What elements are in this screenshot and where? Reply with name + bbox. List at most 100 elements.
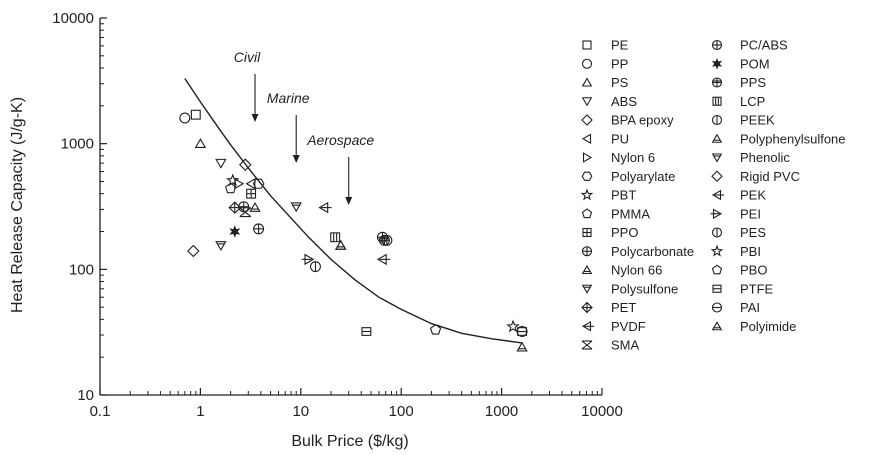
legend-label-pes: PES [740, 225, 766, 240]
legend-label-pom: POM [740, 56, 770, 71]
legend-label-pbt: PBT [611, 188, 636, 203]
legend-label-rigid-pvc: Rigid PVC [740, 169, 800, 184]
trend-curve [184, 78, 523, 344]
legend-marker-polysulfone [581, 284, 593, 294]
point-pei [301, 253, 315, 266]
legend-marker-pvdf [581, 320, 594, 332]
x-tick-label: 1000 [485, 403, 518, 420]
y-tick-label: 100 [69, 261, 94, 278]
legend-marker-lcp [712, 96, 722, 106]
point-pp [179, 112, 191, 124]
point-polycarbonate [253, 223, 265, 235]
legend-marker-pps [711, 77, 723, 88]
legend-label-polyimide: Polyimide [740, 319, 796, 334]
legend-label-abs: ABS [611, 94, 637, 109]
point-pet [228, 201, 242, 214]
legend-label-pmma: PMMA [611, 206, 650, 221]
annotation-aerospace: Aerospace [306, 132, 374, 148]
legend-label-polycarbonate: Polycarbonate [611, 244, 694, 259]
x-tick-label: 10 [292, 403, 309, 420]
legend-marker-polycarbonate [581, 246, 593, 257]
point-lcp [330, 232, 341, 243]
legend-label-pei: PEI [740, 206, 761, 221]
legend-marker-bpa-epoxy [581, 114, 593, 126]
legend-label-pbi: PBI [740, 244, 761, 259]
legend-marker-sma [581, 340, 593, 350]
legend-label-pet: PET [611, 300, 636, 315]
annotation-arrowhead [292, 155, 300, 163]
legend-marker-pom [711, 57, 723, 70]
point-ppo [246, 188, 257, 199]
legend-marker-pbi [710, 244, 724, 257]
point-pvdf [318, 201, 332, 214]
point-polyarylate [252, 178, 265, 189]
legend-label-polyarylate: Polyarylate [611, 169, 675, 184]
legend-marker-pei [710, 208, 723, 220]
legend-label-bpa-epoxy: BPA epoxy [611, 113, 674, 128]
legend-label-pek: PEK [740, 188, 766, 203]
legend-marker-pbt [580, 188, 594, 201]
point-bpa-epoxy [239, 158, 252, 171]
point-pes [309, 261, 321, 273]
point-sma [239, 207, 252, 218]
legend-marker-pbo [711, 264, 723, 275]
point-rigid-pvc [187, 244, 200, 258]
legend-label-sma: SMA [611, 338, 640, 353]
y-tick-label: 10 [77, 387, 94, 404]
point-pe [190, 109, 201, 120]
legend-label-polyphenylsulfone: Polyphenylsulfone [740, 131, 846, 146]
point-pai [516, 326, 528, 338]
legend-label-lcp: LCP [740, 94, 765, 109]
x-tick-label: 0.1 [90, 403, 111, 420]
legend: PE PP PS ABS BPA epoxy PU Nylon 6 Polyarylate PB… [580, 38, 846, 353]
x-tick-label: 100 [389, 403, 414, 420]
point-pbi [506, 319, 520, 333]
x-tick-label: 10000 [581, 403, 623, 420]
legend-label-pc-abs: PC/ABS [740, 38, 788, 53]
legend-label-pp: PP [611, 56, 628, 71]
legend-label-pu: PU [611, 131, 629, 146]
legend-marker-polyphenylsulfone [711, 133, 723, 143]
legend-marker-pc-abs [711, 39, 723, 51]
annotation-arrowhead [251, 114, 259, 122]
x-tick-label: 1 [196, 403, 204, 420]
plot-area: 0.1 1 10 100 1000 10000 10 100 1000 10000 Civil Mar… [52, 10, 623, 420]
legend-marker-pp [581, 58, 593, 69]
legend-marker-abs [581, 97, 593, 107]
legend-marker-pmma [581, 208, 593, 219]
point-pbo [429, 323, 442, 335]
point-nylon-66 [249, 201, 261, 212]
legend-label-ps: PS [611, 75, 629, 90]
point-pek [376, 253, 391, 266]
point-phenolic [215, 241, 227, 252]
legend-marker-pet [581, 301, 593, 314]
point-polysulfone [290, 202, 302, 213]
legend-marker-nylon-6 [582, 152, 593, 163]
annotation-arrowhead [345, 197, 353, 205]
legend-label-peek: PEEK [740, 113, 775, 128]
legend-marker-pu [581, 133, 592, 145]
legend-marker-peek [711, 114, 723, 126]
annotation-marine: Marine [267, 90, 310, 106]
point-pbt [226, 173, 240, 187]
point-ptfe [361, 327, 372, 336]
annotation-civil: Civil [234, 49, 261, 65]
legend-label-ptfe: PTFE [740, 281, 774, 296]
legend-marker-nylon-66 [581, 264, 593, 275]
legend-marker-pes [711, 227, 723, 238]
legend-marker-ps [581, 77, 593, 87]
point-pom [229, 225, 241, 238]
legend-marker-rigid-pvc [711, 170, 723, 183]
point-polyphenylsulfone [335, 239, 347, 250]
point-abs [215, 158, 227, 169]
point-pmma [225, 182, 237, 194]
legend-marker-pai [711, 302, 723, 313]
legend-marker-pe [582, 40, 592, 50]
legend-label-ppo: PPO [611, 225, 638, 240]
legend-label-pps: PPS [740, 75, 766, 90]
y-axis-title: Heat Release Capacity (J/g-K) [9, 97, 26, 313]
legend-marker-polyimide [711, 321, 723, 331]
legend-marker-phenolic [711, 153, 723, 163]
